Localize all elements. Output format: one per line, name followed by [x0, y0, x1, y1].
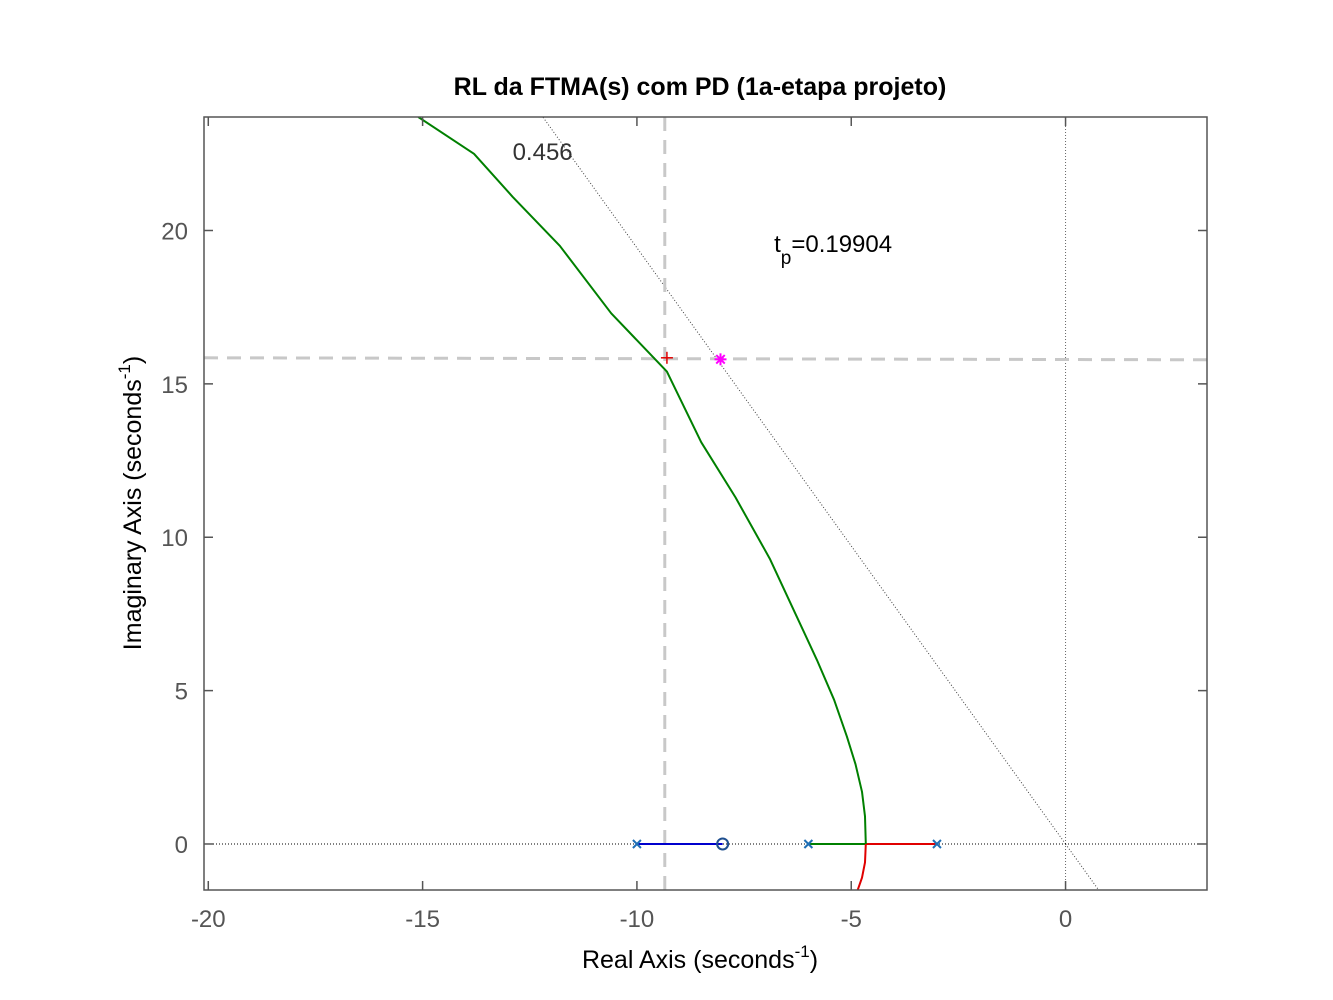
y-tick-label: 20 [161, 218, 188, 245]
y-tick-label: 5 [175, 679, 188, 706]
x-axis-label-sup: -1 [795, 942, 810, 961]
x-tick-label: -20 [191, 906, 226, 933]
peak-time-annotation: tp=0.19904 [774, 231, 892, 269]
peak-time-subscript: p [781, 248, 792, 269]
x-tick-label: 0 [1059, 906, 1072, 933]
x-axis-label: Real Axis (seconds-1) [582, 942, 818, 974]
peak-time-value: =0.19904 [791, 231, 892, 258]
selected-gain-point [660, 351, 673, 364]
design-point-marker [714, 353, 727, 366]
x-axis-label-close: ) [810, 946, 818, 974]
axes-box [203, 116, 1208, 891]
pole-marker-2 [803, 839, 814, 849]
x-tick-label: -10 [620, 906, 655, 933]
y-axis-label-main: Imaginary Axis (seconds [119, 379, 147, 650]
damping-ratio-line-mirror [1065, 843, 1100, 890]
y-axis-label-close: ) [119, 356, 147, 364]
peak-time-symbol: t [774, 231, 781, 258]
plot-area: -20 -15 -10 -5 0 0 5 10 15 20 0.456 tp=0.19904 [161, 116, 1208, 933]
y-tick-label: 10 [161, 525, 188, 552]
design-point-stroke [715, 354, 726, 365]
y-axis-label: Imaginary Axis (seconds-1) [115, 356, 147, 650]
y-tick-label: 0 [175, 832, 188, 859]
x-tick-label: -5 [841, 906, 862, 933]
x-tick-label: -15 [405, 906, 440, 933]
pole-marker-stroke [932, 839, 942, 849]
pole-marker-1 [632, 839, 642, 849]
chart-title: RL da FTMA(s) com PD (1a-etapa projeto) [454, 73, 947, 101]
zero-marker-1 [716, 837, 730, 851]
locus-branch-4 [856, 843, 867, 890]
plot-clipped-group [204, 117, 1207, 890]
guide-line-horizontal [204, 356, 1207, 362]
damping-ratio-label: 0.456 [513, 139, 573, 166]
x-axis-label-main: Real Axis (seconds [582, 946, 795, 974]
y-axis-label-sup: -1 [115, 364, 134, 379]
y-tick-label: 15 [161, 372, 188, 399]
pole-marker-3 [932, 839, 942, 849]
pole-marker-stroke [632, 839, 642, 849]
pole-marker-stroke [803, 839, 814, 849]
locus-branch-5 [417, 117, 867, 845]
